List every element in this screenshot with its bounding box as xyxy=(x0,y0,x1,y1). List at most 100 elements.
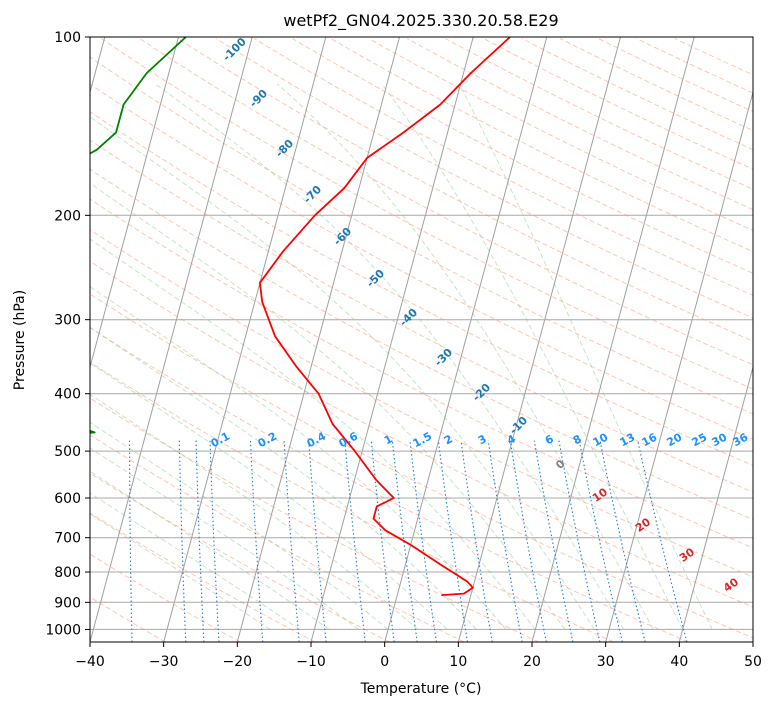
x-tick-label: 40 xyxy=(670,654,688,670)
mixing-ratio-line xyxy=(128,440,133,642)
isotherm-line xyxy=(310,37,474,642)
wet-adiabat-label: 40 xyxy=(721,575,741,595)
x-tick-label: 30 xyxy=(597,654,615,670)
y-tick-label: 300 xyxy=(54,313,81,329)
dewpoint-curve xyxy=(90,37,187,434)
moist-adiabat xyxy=(90,326,477,630)
mixing-ratio-label: 6 xyxy=(543,432,556,447)
mixing-ratio-line xyxy=(308,440,327,642)
isotherm-label: -90 xyxy=(247,87,270,110)
dry-adiabat xyxy=(90,168,753,521)
mixing-ratio-label: 20 xyxy=(665,430,685,449)
mixing-ratio-line xyxy=(558,440,601,642)
isotherm-label: -50 xyxy=(364,267,387,290)
x-axis-label: Temperature (°C) xyxy=(360,681,482,697)
dry-adiabat xyxy=(521,38,753,151)
isotherm-label: -70 xyxy=(301,183,324,206)
mixing-ratio-label: 13 xyxy=(618,431,638,450)
isotherm-label: -100 xyxy=(220,35,249,64)
mixing-ratio-line xyxy=(509,440,547,642)
dry-adiabat xyxy=(90,198,753,549)
isotherm-line xyxy=(531,37,695,642)
dry-adiabat xyxy=(636,38,753,94)
mixing-ratio-line xyxy=(533,440,574,642)
dry-adiabat xyxy=(90,512,315,642)
mixing-ratio-line xyxy=(178,440,187,642)
inline-labels: -100-90-80-70-60-50-40-30-20-1000.1 0.2 0.… xyxy=(209,35,751,595)
dry-adiabat xyxy=(90,361,614,642)
moist-adiabat xyxy=(90,513,271,630)
mixing-ratio-line xyxy=(249,440,264,642)
dry-adiabat xyxy=(368,38,753,231)
mixing-ratio-label: 36 xyxy=(731,430,751,449)
dry-adiabat xyxy=(215,38,753,319)
y-axis-label: Pressure (hPa) xyxy=(12,290,28,390)
moist-adiabat xyxy=(154,83,625,630)
moist-adiabat xyxy=(90,362,448,630)
plot-frame xyxy=(89,36,754,643)
wet-adiabat-label: 10 xyxy=(590,485,610,505)
mixing-ratio-line xyxy=(437,440,469,642)
moist-adiabat xyxy=(90,238,536,630)
moist-adiabat xyxy=(90,470,330,630)
chart-title: wetPf2_GN04.2025.330.20.58.E29 xyxy=(283,11,558,31)
dry-adiabat xyxy=(90,56,753,415)
mixing-ratio-line xyxy=(35,441,39,642)
isotherm-line xyxy=(236,37,400,642)
mixing-ratio-label: 1.5 xyxy=(411,430,434,451)
dry-adiabat xyxy=(101,38,753,390)
isotherm-label: -30 xyxy=(432,346,455,369)
x-tick-label: −20 xyxy=(223,654,253,670)
mixing-ratio-line xyxy=(599,440,646,642)
mixing-ratio-line xyxy=(82,441,83,642)
dry-adiabat xyxy=(90,83,753,440)
isotherm-line xyxy=(384,37,548,642)
dry-adiabat xyxy=(330,38,753,253)
x-tick-label: −40 xyxy=(75,654,105,670)
x-tick-label: 50 xyxy=(744,654,762,670)
isotherm-line xyxy=(678,365,753,642)
mixing-ratio-line xyxy=(370,440,395,642)
moist-adiabat xyxy=(276,83,654,630)
mixing-ratio-label: 25 xyxy=(690,431,710,450)
mixing-ratio-label: 1 xyxy=(382,432,395,447)
dry-adiabat xyxy=(90,434,465,642)
isotherm-line xyxy=(752,640,753,642)
mixing-ratio-label: 8 xyxy=(571,432,584,447)
moist-adiabat xyxy=(90,286,507,630)
y-tick-label: 500 xyxy=(54,444,81,460)
isotherm-label: -20 xyxy=(470,381,493,404)
moist-adiabat xyxy=(90,393,418,630)
dry-adiabat xyxy=(90,139,753,493)
y-tick-label: 100 xyxy=(54,30,81,46)
y-tick-label: 700 xyxy=(54,531,81,547)
y-tick-label: 900 xyxy=(54,595,81,611)
mixing-ratio-label: 10 xyxy=(591,430,611,449)
moist-adiabat xyxy=(381,83,684,630)
dry-adiabat xyxy=(90,397,539,642)
moist-adiabat xyxy=(458,83,713,630)
isotherm-line xyxy=(90,37,179,370)
mixing-ratio-line xyxy=(209,440,220,642)
mixing-ratio-label: 0.1 xyxy=(209,430,232,451)
mixing-ratio-line xyxy=(460,440,493,642)
isotherm-line xyxy=(605,90,753,642)
isotherm-label: -80 xyxy=(273,137,296,160)
dry-adiabat xyxy=(90,111,753,466)
y-tick-label: 600 xyxy=(54,491,81,507)
y-tick-label: 200 xyxy=(54,208,81,224)
moist-adiabat xyxy=(90,116,595,630)
dry-adiabat xyxy=(292,38,753,274)
dry-adiabat xyxy=(445,38,753,190)
y-axis: 100 200 300 400 500 600 700 800 900 1000 xyxy=(45,30,90,638)
y-tick-label: 400 xyxy=(54,387,81,403)
temperature-curve xyxy=(259,37,511,596)
mixing-ratio-line xyxy=(578,440,623,642)
dry-adiabat xyxy=(90,472,390,642)
mixing-ratio-line xyxy=(283,440,300,642)
sounding-curves xyxy=(90,37,511,596)
isotherm-line xyxy=(457,37,621,642)
dry-adiabat xyxy=(483,38,753,170)
y-tick-label: 1000 xyxy=(45,622,81,638)
mixing-ratio-line xyxy=(195,440,205,642)
